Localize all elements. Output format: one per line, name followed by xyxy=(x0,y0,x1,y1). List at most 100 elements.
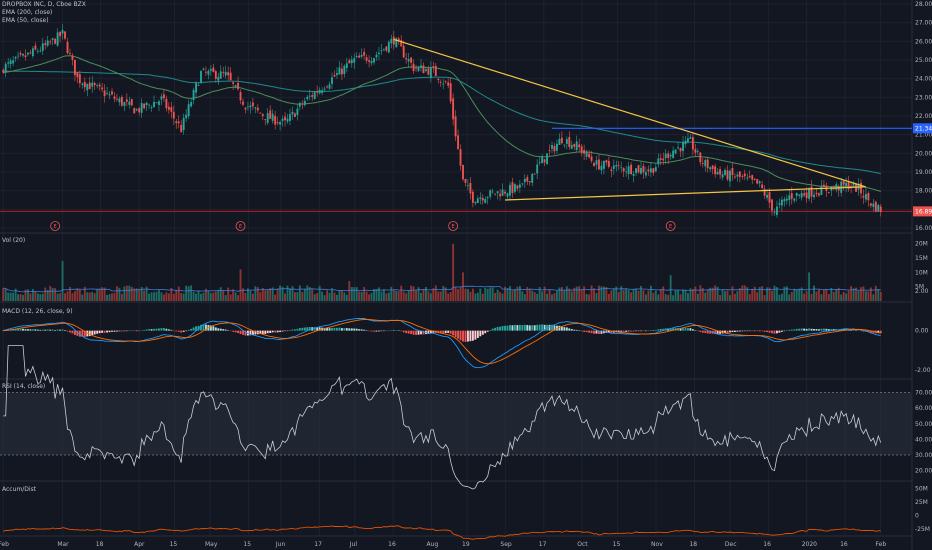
candle-body xyxy=(244,107,247,110)
macd-histogram-bar xyxy=(73,330,76,335)
candle-body xyxy=(469,182,472,194)
volume-bar xyxy=(756,292,759,301)
volume-bar xyxy=(66,291,69,301)
candle-body xyxy=(410,57,413,63)
macd-histogram-bar xyxy=(71,330,74,334)
macd-histogram-bar xyxy=(751,330,754,332)
volume-bar xyxy=(237,295,240,301)
macd-histogram-bar xyxy=(427,330,430,335)
volume-bar xyxy=(714,285,717,301)
volume-bar xyxy=(788,294,791,301)
candle-body xyxy=(610,169,613,172)
macd-histogram-bar xyxy=(239,330,242,335)
macd-histogram-bar xyxy=(610,330,613,334)
macd-histogram-bar xyxy=(125,330,128,332)
volume-bar xyxy=(138,288,141,301)
candle-body xyxy=(78,74,81,84)
volume-bar xyxy=(410,285,413,301)
volume-bar xyxy=(64,293,66,301)
macd-histogram-bar xyxy=(318,327,321,331)
macd-histogram-bar xyxy=(654,330,657,331)
candle-body xyxy=(751,175,754,180)
candle-body xyxy=(108,94,111,96)
candle-body xyxy=(271,113,274,121)
candle-body xyxy=(553,145,556,152)
candle-body xyxy=(17,55,20,57)
candle-body xyxy=(66,41,69,54)
symbol-title: DROPBOX INC, D, Cboe BZX xyxy=(2,1,86,8)
volume-bar xyxy=(402,291,405,301)
volume-bar xyxy=(286,285,289,301)
candle-body xyxy=(113,96,116,99)
volume-bar xyxy=(845,293,848,301)
ad-tick-label: -25M xyxy=(915,526,930,533)
volume-bar xyxy=(96,289,99,301)
candle-body xyxy=(598,159,600,170)
volume-bar xyxy=(546,293,548,301)
candle-body xyxy=(49,41,52,43)
volume-bar xyxy=(370,293,373,301)
candle-body xyxy=(2,69,5,73)
volume-bar xyxy=(313,294,316,301)
volume-bar xyxy=(204,288,207,301)
macd-histogram-bar xyxy=(185,330,188,332)
volume-bar xyxy=(481,293,484,301)
candle-body xyxy=(565,139,568,144)
candle-body xyxy=(424,69,427,72)
macd-histogram-bar xyxy=(143,329,146,331)
candle-body xyxy=(343,65,346,75)
earnings-marker-label: E xyxy=(452,224,455,230)
macd-histogram-bar xyxy=(565,327,568,331)
macd-histogram-bar xyxy=(24,329,27,331)
volume-bar xyxy=(382,289,385,301)
volume-bar xyxy=(518,285,521,301)
macd-histogram-bar xyxy=(296,328,299,331)
candle-body xyxy=(350,59,353,64)
candle-body xyxy=(73,59,76,76)
volume-bar xyxy=(805,290,808,301)
candle-body xyxy=(516,185,519,189)
candle-body xyxy=(380,50,383,52)
volume-bar xyxy=(513,288,516,301)
volume-bar xyxy=(771,290,773,301)
candles xyxy=(2,24,882,218)
candle-body xyxy=(543,159,546,163)
candle-body xyxy=(776,206,778,216)
volume-bar xyxy=(130,286,133,301)
candle-body xyxy=(798,194,801,196)
volume-bar xyxy=(195,293,197,301)
macd-histogram-bar xyxy=(551,324,553,331)
candle-body xyxy=(741,176,744,177)
macd-histogram-bar xyxy=(286,330,289,332)
candle-body xyxy=(313,92,316,100)
volume-bar xyxy=(143,290,146,301)
macd-histogram-bar xyxy=(484,330,487,334)
candle-body xyxy=(298,102,301,107)
candle-body xyxy=(86,83,89,91)
macd-histogram-bar xyxy=(400,330,403,332)
macd-histogram-bar xyxy=(212,326,215,331)
macd-histogram-bar xyxy=(172,330,175,332)
candle-body xyxy=(654,166,657,172)
macd-line xyxy=(3,317,881,369)
candle-body xyxy=(24,55,27,58)
candle-body xyxy=(835,184,838,190)
macd-histogram-bar xyxy=(756,330,759,332)
macd-histogram-bar xyxy=(869,330,872,333)
macd-histogram-bar xyxy=(509,325,511,331)
candle-body xyxy=(180,124,183,133)
candle-body xyxy=(301,103,304,105)
macd-histogram-bar xyxy=(449,330,452,334)
macd-histogram-bar xyxy=(249,330,252,336)
candle-body xyxy=(842,180,845,185)
macd-histogram-bar xyxy=(877,330,880,333)
candle-body xyxy=(617,165,620,166)
macd-tick-label: 2.00 xyxy=(915,288,929,295)
volume-bar xyxy=(467,289,469,301)
macd-histogram-bar xyxy=(417,330,420,335)
macd-histogram-bar xyxy=(116,330,118,332)
x-tick-label: 15 xyxy=(613,541,621,548)
macd-histogram-bar xyxy=(306,327,309,331)
volume-bar xyxy=(392,289,395,301)
